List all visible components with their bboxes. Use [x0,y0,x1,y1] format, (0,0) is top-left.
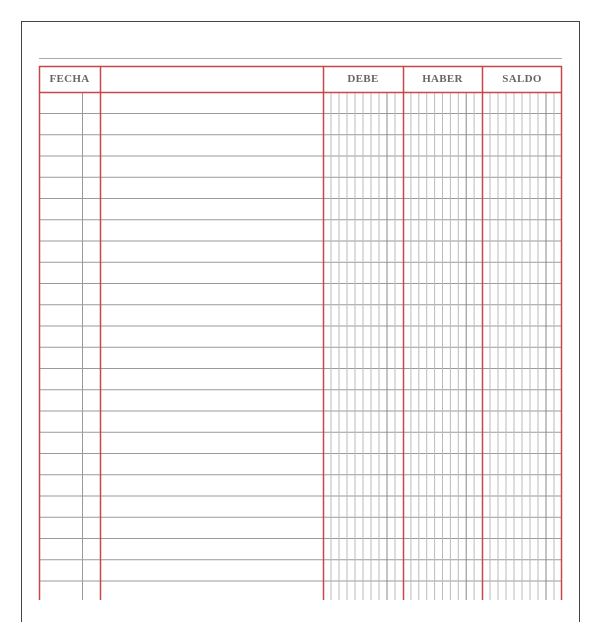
ledger-grid [38,58,563,600]
header-description [100,66,323,92]
header-haber: HABER [422,73,463,85]
ledger-page [21,21,580,622]
header-fecha: FECHA [49,73,90,85]
header-saldo: SALDO [502,73,542,85]
header-debe: DEBE [347,73,379,85]
